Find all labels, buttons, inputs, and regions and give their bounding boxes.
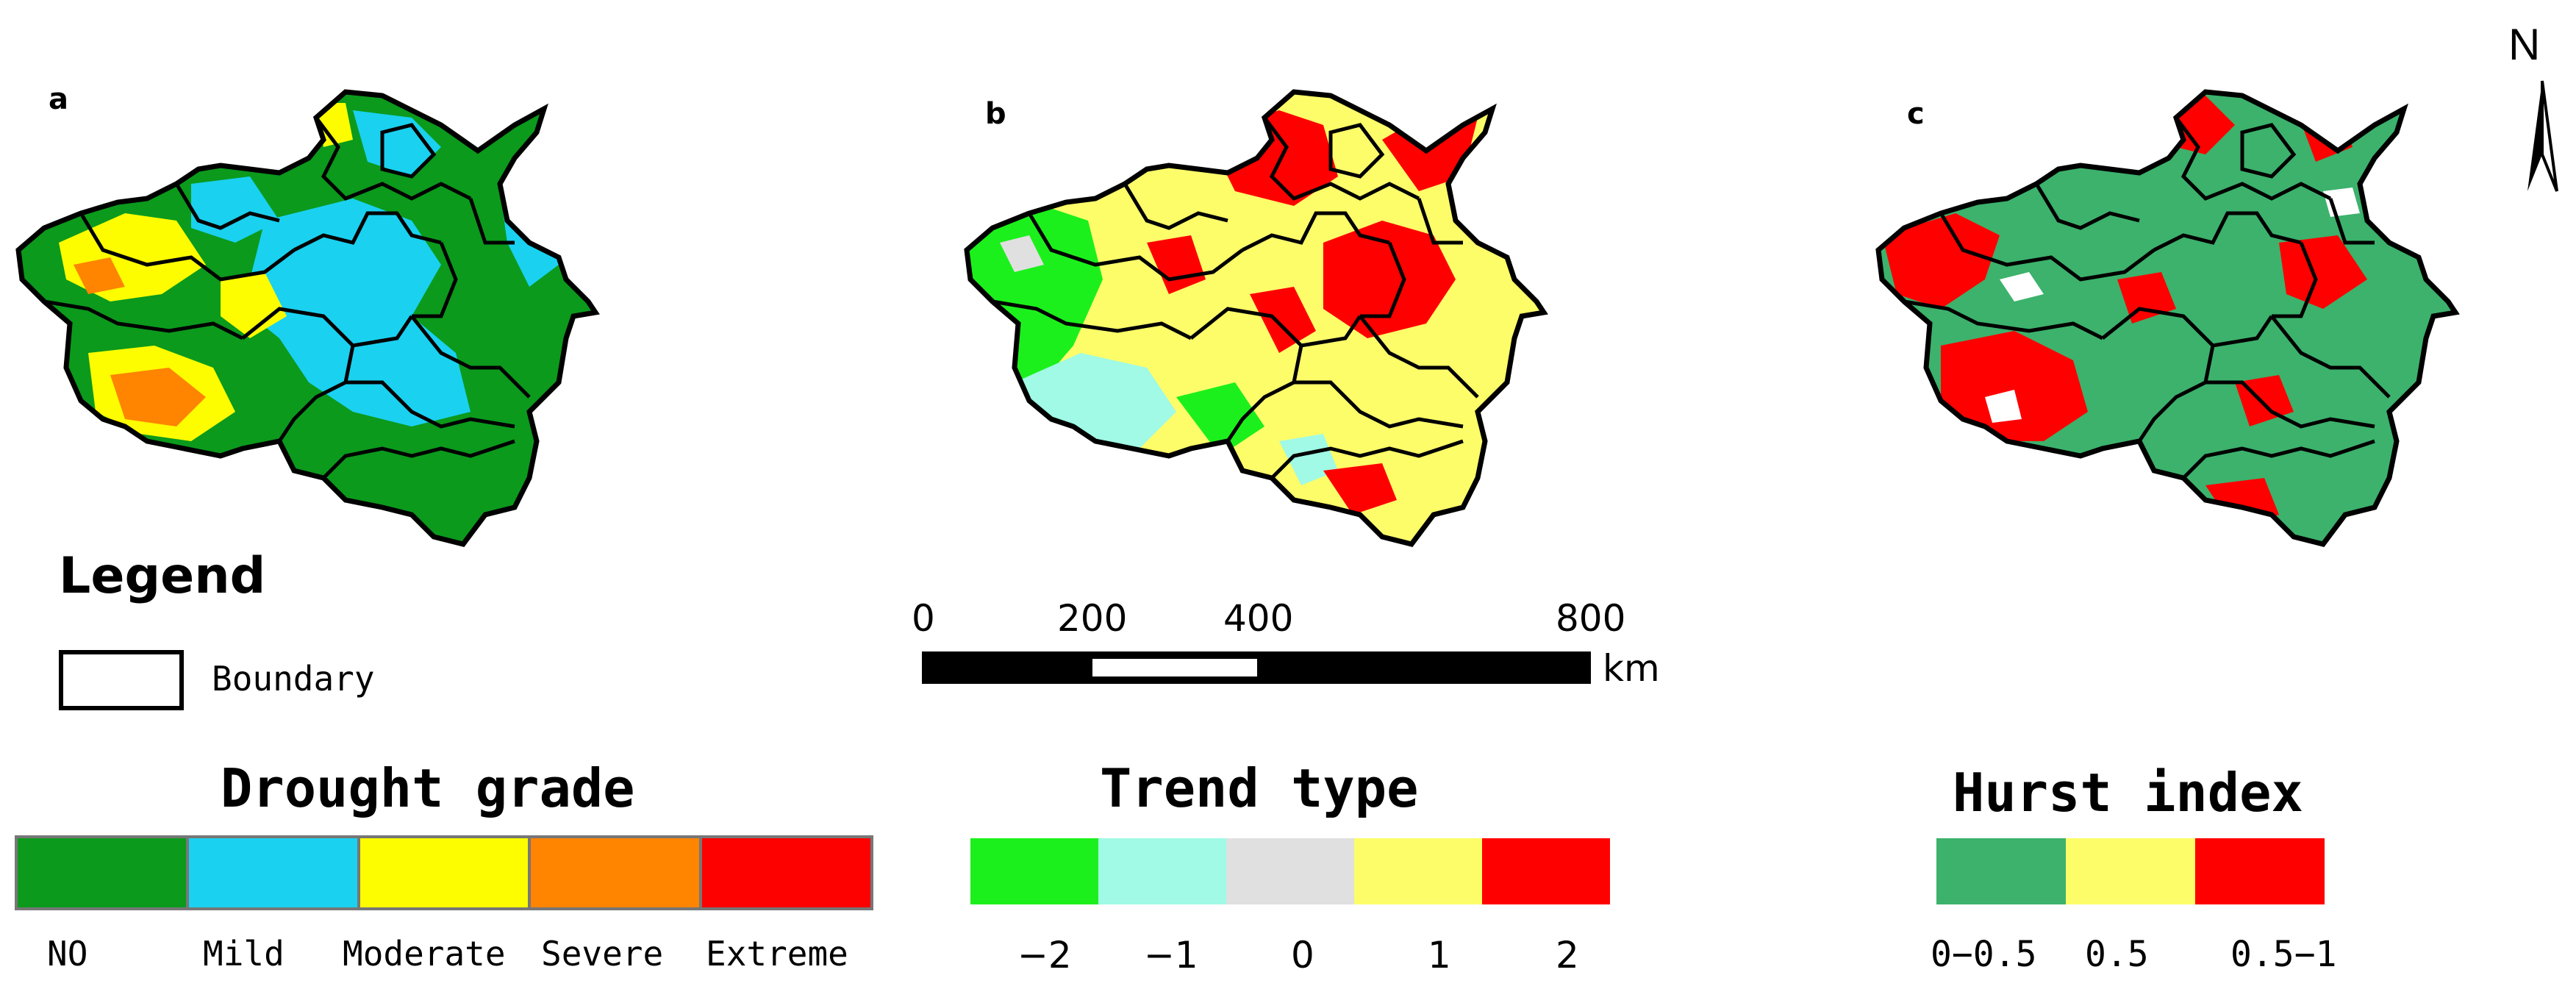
panel-letter-c: c [1907,97,1925,131]
trend-swatch-neg1 [1098,838,1226,904]
hurst-swatch-mid [2066,838,2195,904]
drought-label-severe: Severe [541,934,664,974]
scale-tick-200: 200 [1057,597,1128,640]
drought-swatch-no [18,838,189,907]
map-trend [967,92,1544,544]
drought-swatch-moderate [359,838,532,907]
trend-label-neg2: −2 [1017,934,1072,976]
drought-label-no: NO [47,934,88,974]
trend-label-neg1: −1 [1144,934,1198,976]
trend-label-2: 2 [1556,934,1579,976]
hurst-swatch-low [1936,838,2066,904]
drought-swatch-severe [531,838,703,907]
trend-color-bar [970,838,1610,904]
scale-unit: km [1603,647,1660,690]
trend-swatch-2 [1482,838,1610,904]
trend-label-0: 0 [1291,934,1314,976]
drought-swatch-extreme [702,838,870,907]
drought-label-mild: Mild [203,934,285,974]
map-hurst [1878,92,2455,544]
hurst-label-mid: 0.5 [2085,934,2149,975]
hurst-label-low: 0−0.5 [1931,934,2037,975]
boundary-symbol [59,650,184,710]
legend-title: Legend [59,547,266,605]
scale-tick-400: 400 [1223,597,1294,640]
drought-color-bar [15,835,873,910]
drought-swatch-mild [188,838,360,907]
scale-tick-800: 800 [1556,597,1626,640]
north-arrow [2527,80,2558,192]
map-drought [18,92,595,544]
boundary-label: Boundary [212,659,375,699]
north-label: N [2508,20,2541,69]
trend-legend-title: Trend type [1100,757,1419,819]
panel-letter-a: a [49,82,68,116]
city-boundaries [43,118,2389,478]
drought-label-extreme: Extreme [706,934,848,974]
trend-label-1: 1 [1428,934,1451,976]
hurst-swatch-high [2195,838,2325,904]
trend-swatch-0 [1226,838,1354,904]
hurst-legend-title: Hurst index [1953,762,2303,824]
scale-tick-0: 0 [912,597,935,640]
hurst-label-high: 0.5−1 [2230,934,2337,975]
trend-swatch-neg2 [970,838,1098,904]
scale-bar [922,651,1591,684]
drought-label-moderate: Moderate [343,934,506,974]
drought-legend-title: Drought grade [221,757,635,819]
panel-letter-b: b [985,97,1006,131]
trend-swatch-1 [1354,838,1482,904]
hurst-color-bar [1936,838,2325,904]
